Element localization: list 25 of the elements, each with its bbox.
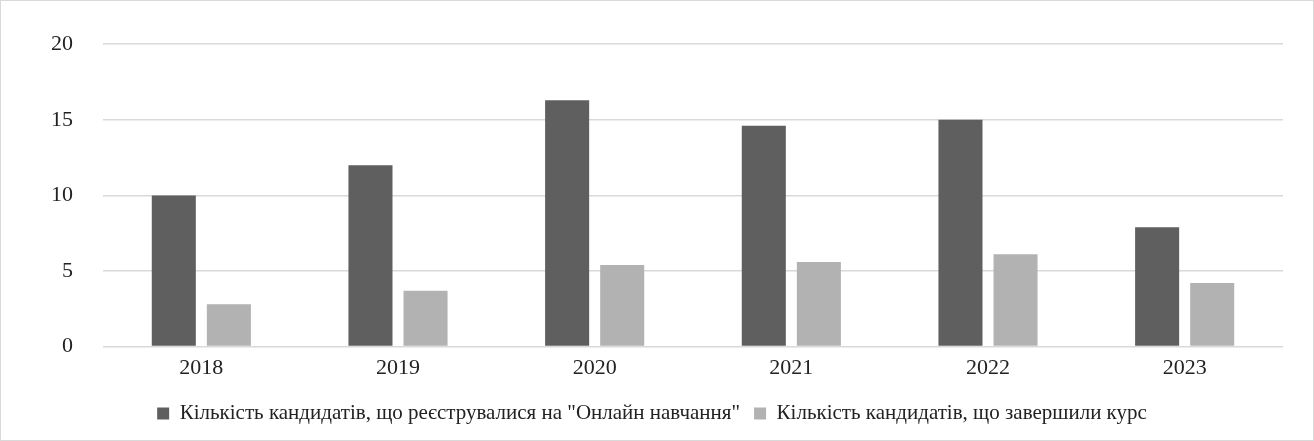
bar bbox=[741, 125, 786, 346]
x-tick-label: 2023 bbox=[1162, 353, 1207, 379]
bar bbox=[1190, 283, 1235, 346]
x-tick-label: 2022 bbox=[966, 353, 1010, 379]
bar bbox=[938, 119, 983, 346]
bar bbox=[151, 195, 196, 346]
y-tick-label: 0 bbox=[62, 332, 73, 358]
x-tick-label: 2019 bbox=[376, 353, 420, 379]
bar bbox=[403, 290, 448, 346]
x-tick-label: 2021 bbox=[769, 353, 814, 379]
x-tick-label: 2020 bbox=[572, 353, 617, 379]
y-tick-label: 15 bbox=[51, 105, 73, 131]
y-tick-label: 10 bbox=[51, 181, 73, 207]
legend-label: Кількість кандидатів, що реєструвалися на "Онлайн навчання" bbox=[179, 400, 741, 425]
x-tick-label: 2018 bbox=[179, 353, 224, 379]
y-tick-label: 20 bbox=[51, 29, 73, 55]
bar bbox=[545, 100, 590, 346]
bar bbox=[1135, 227, 1180, 346]
bar bbox=[993, 254, 1038, 346]
bar bbox=[796, 261, 841, 346]
bar bbox=[206, 304, 251, 346]
legend-label: Кількість кандидатів, що завершили курс bbox=[776, 400, 1147, 425]
bar bbox=[600, 264, 645, 346]
y-tick-label: 5 bbox=[62, 256, 73, 282]
bar bbox=[348, 165, 393, 346]
